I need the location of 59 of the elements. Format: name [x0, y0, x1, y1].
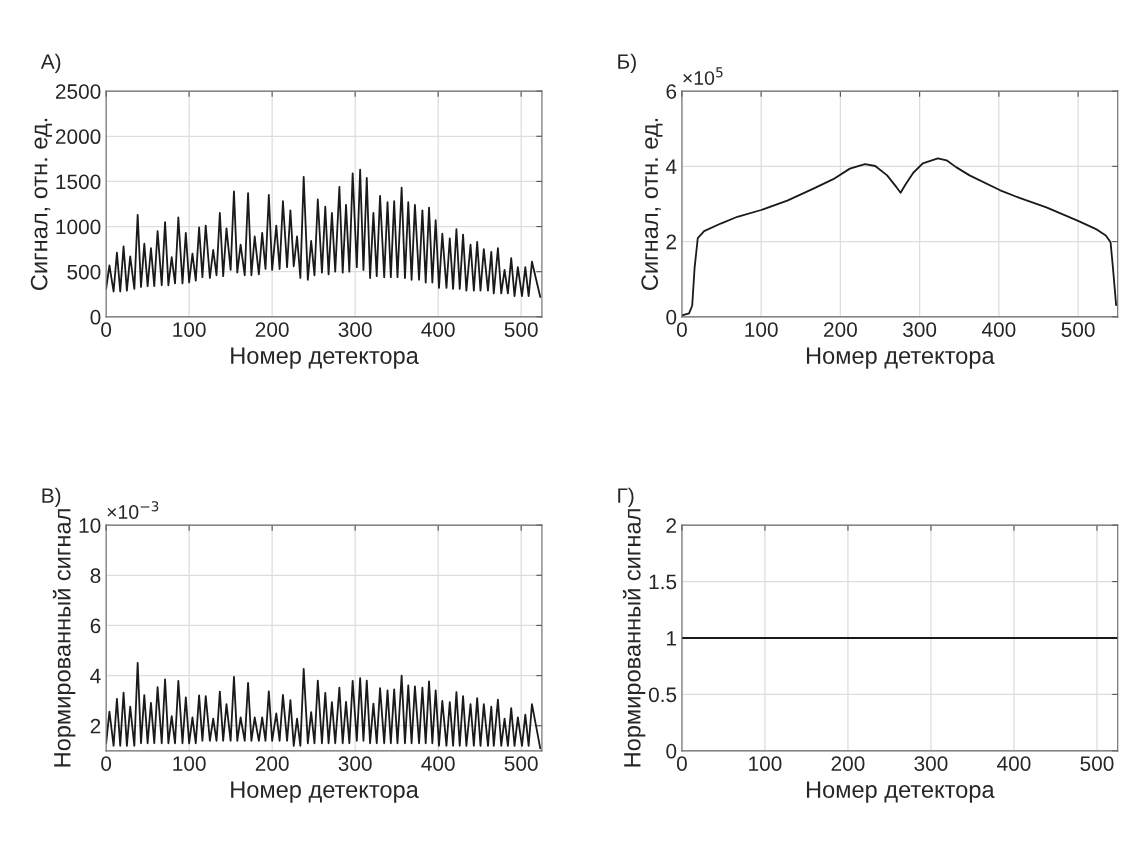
x-tick-label: 300	[338, 756, 372, 771]
y-tick-label: 2	[666, 234, 677, 250]
x-tick-label: 500	[504, 322, 538, 337]
x-tick-label: 200	[831, 756, 865, 771]
y-axis-title: Сигнал, отн. ед.	[641, 118, 663, 290]
y-tick-label: 0	[666, 743, 677, 759]
y-tick-label: 0	[90, 309, 101, 325]
x-tick-label: 200	[255, 756, 289, 771]
line-series	[106, 168, 542, 298]
x-tick-label: 0	[676, 322, 687, 337]
y-tick-label: 2000	[55, 129, 101, 145]
x-tick-label: 500	[1080, 756, 1114, 771]
x-tick-label: 100	[745, 322, 778, 337]
x-tick-label: 500	[1061, 322, 1095, 337]
x-tick-label: 0	[101, 322, 112, 337]
x-tick-label: 200	[824, 322, 857, 337]
y-tick-label: 8	[90, 568, 101, 584]
chart-title: В)	[42, 487, 61, 508]
text: ×10$^{5}$	[683, 67, 723, 85]
y-axis-title: Сигнал, отн. ед.	[30, 118, 52, 290]
y-axis-title: Нормированный сигнал	[52, 509, 76, 767]
x-axis-title: Номер детектора	[806, 781, 995, 803]
y-tick-label: 2	[666, 518, 677, 533]
y-tick-label: 1.5	[649, 574, 677, 590]
x-tick-label: 300	[914, 756, 948, 771]
x-tick-label: 100	[749, 756, 782, 771]
x-tick-label: 300	[903, 322, 937, 337]
chart-title: Г)	[618, 487, 634, 508]
x-tick-label: 400	[981, 322, 1016, 337]
y-tick-label: 2500	[55, 84, 101, 99]
y-tick-label: 0.5	[648, 687, 677, 703]
y-tick-label: 1000	[56, 219, 101, 235]
text: ×10$^{−3}$	[107, 501, 159, 519]
chart-title: А)	[40, 53, 61, 74]
chart-title: Б)	[618, 53, 636, 74]
y-tick-label: 1500	[56, 174, 101, 190]
x-tick-label: 400	[421, 322, 455, 337]
x-axis-title: Номер детектора	[806, 347, 995, 369]
y-axis-title: Нормированный сигнал	[622, 509, 646, 767]
y-tick-label: 1	[667, 631, 677, 646]
x-tick-label: 400	[421, 756, 455, 771]
x-tick-label: 100	[173, 756, 206, 771]
y-tick-label: 6	[90, 618, 101, 634]
y-tick-label: 2	[90, 718, 101, 734]
y-tick-label: 0	[666, 309, 677, 325]
y-tick-label: 4	[665, 159, 677, 174]
y-tick-label: 10	[79, 518, 101, 533]
x-axis-title: Номер детектора	[231, 781, 419, 803]
y-tick-label: 4	[90, 668, 101, 684]
x-tick-label: 200	[255, 322, 289, 337]
x-tick-label: 300	[338, 322, 372, 337]
y-tick-label: 6	[666, 84, 677, 99]
x-tick-label: 500	[504, 756, 538, 771]
x-tick-label: 100	[173, 322, 206, 337]
x-axis-title: Номер детектора	[231, 347, 419, 369]
y-tick-label: 500	[67, 264, 101, 280]
x-tick-label: 0	[676, 756, 687, 771]
x-tick-label: 0	[101, 756, 112, 771]
x-tick-label: 400	[997, 756, 1031, 771]
